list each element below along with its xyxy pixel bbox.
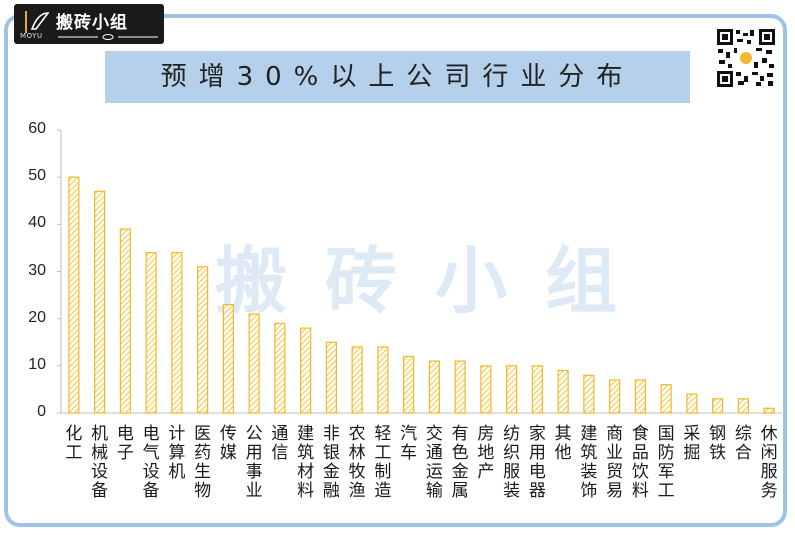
y-tick-label: 10 <box>28 355 46 373</box>
bar-26 <box>737 398 749 414</box>
title-banner: 预增30%以上公司行业分布 <box>105 51 690 103</box>
x-tick-label: 钢铁 <box>709 424 727 463</box>
x-tick-label: 农林牧渔 <box>348 424 366 501</box>
x-tick-label: 食品饮料 <box>631 424 649 501</box>
y-tick-label: 50 <box>28 167 46 185</box>
bar-21 <box>609 379 621 414</box>
brand-sub: MOYU <box>20 32 43 40</box>
x-tick-label: 家用电器 <box>528 424 546 501</box>
bar-27 <box>763 407 775 414</box>
x-tick-label: 交通运输 <box>425 424 443 501</box>
bar-13 <box>403 355 415 414</box>
x-tick-label: 商业贸易 <box>606 424 624 501</box>
bar-6 <box>222 303 234 414</box>
y-tick-label: 40 <box>28 214 46 232</box>
bar-12 <box>377 346 389 414</box>
x-tick-label: 纺织服装 <box>503 424 521 501</box>
bar-3 <box>145 252 157 414</box>
bar-19 <box>557 369 569 414</box>
x-tick-label: 综合 <box>734 424 752 463</box>
y-tick-label: 60 <box>28 120 46 137</box>
watermark: 搬砖小组 <box>214 239 655 323</box>
x-tick-label: 汽车 <box>400 424 418 463</box>
x-tick-label: 轻工制造 <box>374 424 392 501</box>
x-tick-label: 计算机 <box>168 424 186 482</box>
x-tick-label: 通信 <box>271 424 289 463</box>
chart-title: 预增30%以上公司行业分布 <box>160 62 635 92</box>
bar-9 <box>300 327 312 414</box>
x-tick-label: 建筑装饰 <box>580 424 598 501</box>
qr-code-icon <box>716 28 776 88</box>
x-tick-label: 采掘 <box>683 424 701 463</box>
x-tick-label: 建筑材料 <box>297 424 315 501</box>
bar-18 <box>531 365 543 414</box>
bar-22 <box>634 379 646 414</box>
bar-17 <box>506 365 518 414</box>
y-tick-label: 0 <box>37 403 46 420</box>
bar-14 <box>428 360 440 414</box>
x-tick-label: 其他 <box>554 424 572 463</box>
bar-11 <box>351 346 363 414</box>
bar-16 <box>480 365 492 414</box>
x-tick-label: 公用事业 <box>245 424 263 501</box>
x-tick-label: 国防军工 <box>657 424 675 501</box>
x-tick-label: 有色金属 <box>451 424 469 501</box>
y-tick-label: 30 <box>28 261 46 279</box>
bar-2 <box>119 228 131 414</box>
brand-underline <box>58 34 158 40</box>
x-tick-label: 电子 <box>116 424 134 463</box>
brand-mark-icon <box>25 11 50 33</box>
bar-0 <box>68 176 80 414</box>
bar-1 <box>94 190 106 414</box>
bar-25 <box>712 398 724 414</box>
x-tick-label: 休闲服务 <box>760 424 778 501</box>
bar-7 <box>248 313 260 414</box>
bar-10 <box>325 341 337 414</box>
bar-4 <box>171 252 183 414</box>
x-tick-label: 医药生物 <box>194 424 212 501</box>
x-tick-label: 传媒 <box>219 424 237 463</box>
bar-23 <box>660 384 672 414</box>
x-tick-label: 化工 <box>65 424 83 463</box>
brand-logo: 搬砖小组 MOYU <box>14 4 164 44</box>
x-tick-label: 非银金融 <box>322 424 340 501</box>
bar-15 <box>454 360 466 414</box>
bar-24 <box>686 393 698 414</box>
x-tick-label: 房地产 <box>477 424 495 482</box>
bar-20 <box>583 374 595 414</box>
y-tick-label: 20 <box>28 308 46 326</box>
bar-8 <box>274 322 286 414</box>
x-tick-label: 机械设备 <box>91 424 109 501</box>
brand-name: 搬砖小组 <box>56 13 128 33</box>
x-tick-label: 电气设备 <box>142 424 160 501</box>
bar-5 <box>197 266 209 414</box>
